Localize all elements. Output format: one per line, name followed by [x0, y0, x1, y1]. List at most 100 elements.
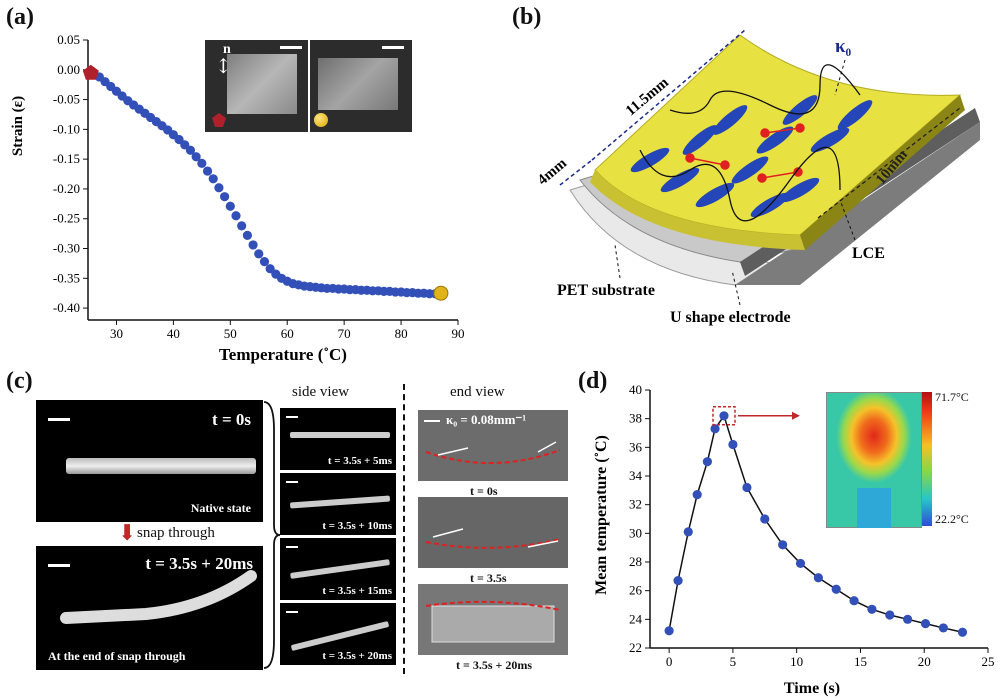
end-frame-label: t = 3.5s: [470, 571, 507, 585]
crosslinks: [685, 123, 805, 183]
director-n-label: n: [223, 42, 231, 57]
data-point: [254, 249, 264, 259]
dimension-width-label: 4mm: [535, 155, 571, 188]
curvature-label: κ₀: [835, 36, 852, 57]
x-tick-label: 0: [666, 654, 673, 669]
snap-through-label: snap through: [137, 525, 215, 541]
sample-strip: [66, 458, 256, 474]
polymer-chain: [639, 146, 841, 222]
end-view-title: end view: [450, 384, 505, 400]
data-point: [795, 558, 806, 569]
x-tick-label: 50: [224, 326, 237, 341]
callout-line: [839, 199, 856, 241]
y-tick-label: 34: [629, 468, 643, 483]
data-point: [903, 614, 913, 624]
data-point: [202, 166, 213, 176]
data-point: [719, 411, 729, 421]
kappa-value: κ₀ = 0.08mm⁻¹: [446, 412, 527, 427]
data-point: [197, 158, 207, 168]
side-frame-4: t = 3.5s + 20ms: [280, 603, 396, 665]
x-tick-label: 90: [452, 326, 465, 341]
data-point: [683, 527, 693, 537]
data-point: [938, 623, 948, 633]
data-point: [831, 584, 841, 594]
inset-photo-native: n ↕: [205, 40, 308, 132]
y-tick-label: 24: [629, 611, 643, 626]
data-point: [710, 424, 720, 434]
x-tick-label: 70: [338, 326, 351, 341]
dimension-line-depth: [817, 107, 961, 219]
lce-label: LCE: [852, 245, 885, 262]
electrode-label: U shape electrode: [670, 309, 791, 326]
end-frame-1: κ₀ = 0.08mm⁻¹: [418, 410, 568, 481]
thermal-image: [826, 392, 922, 528]
side-frame-label: t = 3.5s + 10ms: [322, 520, 392, 532]
data-point: [692, 490, 702, 500]
panel-label-d: (d): [578, 368, 608, 394]
y-tick-label: -0.10: [53, 121, 80, 136]
data-point: [259, 257, 270, 267]
data-point: [760, 514, 770, 524]
panel-label-c: (c): [6, 368, 33, 394]
y-tick-label: 0.00: [57, 62, 80, 77]
double-arrow-icon: ↕: [215, 54, 232, 78]
y-tick-label: -0.15: [53, 151, 80, 166]
y-tick-label: -0.05: [53, 92, 80, 107]
side-frame-2: t = 3.5s + 10ms: [280, 473, 396, 535]
data-point: [185, 145, 196, 155]
photo-native-state: t = 0s Native state: [36, 400, 263, 522]
y-tick-label: 0.05: [57, 32, 80, 47]
temperature-ylabel: Mean temperature (˚C): [593, 435, 610, 595]
x-tick-label: 5: [730, 654, 737, 669]
peak-arrow-head: [791, 411, 800, 420]
y-tick-label: -0.30: [53, 241, 80, 256]
scale-bar: [280, 46, 302, 49]
colorbar-min-label: 22.2°C: [935, 512, 969, 526]
data-point: [237, 221, 247, 231]
x-tick-label: 15: [854, 654, 867, 669]
data-point: [813, 573, 823, 583]
y-tick-label: 28: [629, 554, 642, 569]
side-frame-label: t = 3.5s + 15ms: [322, 585, 392, 597]
y-tick-label: 32: [629, 497, 642, 512]
colorbar-max-label: 71.7°C: [935, 390, 969, 404]
lce-schematic: 11.5mm 4mm 10mm κ₀ LCE PET substrate U s…: [535, 29, 980, 326]
x-tick-label: 80: [395, 326, 408, 341]
data-point: [248, 240, 258, 250]
y-tick-label: 26: [629, 583, 643, 598]
data-point: [920, 619, 931, 629]
bent-strip: [60, 570, 257, 624]
lce-film-front: [590, 170, 805, 250]
polymer-chain: [669, 64, 861, 115]
data-point: [191, 152, 201, 162]
side-view-title: side view: [292, 384, 350, 400]
data-point: [231, 211, 241, 221]
data-point: [673, 576, 683, 586]
x-tick-label: 30: [110, 326, 123, 341]
data-point: [742, 482, 752, 493]
side-frame-3: t = 3.5s + 15ms: [280, 538, 396, 600]
yellow-circle-icon: [314, 113, 328, 127]
y-tick-label: -0.35: [53, 270, 80, 285]
peak-highlight: [712, 406, 736, 426]
data-point: [957, 627, 968, 637]
data-point: [220, 192, 230, 202]
scale-bar: [382, 46, 404, 49]
temperature-chart: 0 5 10 15 20 25 22 24 26 28 30 32 34 36 38 40 Mean temp…: [593, 382, 995, 697]
data-point: [214, 183, 224, 193]
side-frame-1: t = 3.5s + 5ms: [280, 408, 396, 470]
dimension-line-length: [591, 29, 746, 161]
y-tick-label: 40: [629, 382, 642, 397]
strain-xlabel: Temperature (˚C): [219, 345, 347, 364]
data-point: [885, 610, 895, 620]
data-point: [242, 230, 252, 241]
end-caption: At the end of snap through: [48, 649, 186, 663]
inset-photo-heated: [310, 40, 412, 132]
down-arrow-icon: ⬇: [118, 521, 137, 546]
end-frame-label: t = 3.5s + 20ms: [456, 658, 533, 672]
callout-line: [834, 59, 846, 96]
data-point: [664, 626, 674, 636]
x-tick-label: 10: [790, 654, 803, 669]
x-tick-label: 25: [982, 654, 995, 669]
data-point: [208, 174, 218, 184]
